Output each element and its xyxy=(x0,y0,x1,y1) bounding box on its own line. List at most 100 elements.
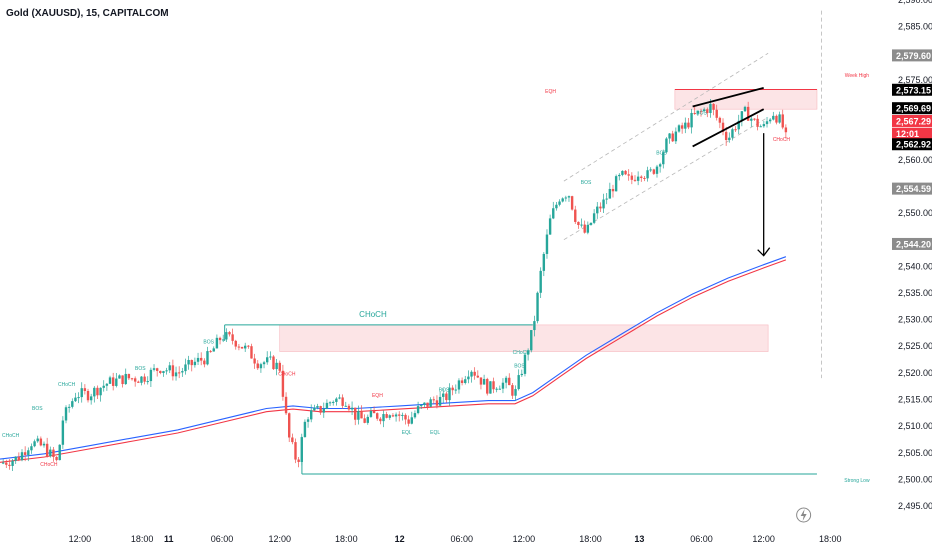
candle-body xyxy=(690,112,693,128)
candle-body xyxy=(171,365,175,377)
candle-body xyxy=(731,129,734,138)
candle-body xyxy=(256,363,259,369)
price-axis[interactable]: 2,590.002,585.002,575.002,570.002,560.00… xyxy=(898,0,932,511)
candle-body xyxy=(756,118,759,127)
candle-body xyxy=(14,456,17,461)
candle-body xyxy=(674,131,678,142)
candle-body xyxy=(460,380,464,384)
candle-body xyxy=(759,126,762,128)
candle-body xyxy=(655,166,659,174)
candle-body xyxy=(501,382,505,389)
candle-body xyxy=(545,234,549,254)
candle-body xyxy=(174,372,178,377)
candle-body xyxy=(608,188,612,199)
candle-body xyxy=(354,407,357,420)
candle-body xyxy=(281,370,285,397)
candle-body xyxy=(596,206,599,214)
week-high-label: Week High xyxy=(845,73,870,79)
candle-body xyxy=(504,377,508,383)
candle-body xyxy=(646,170,649,179)
candle-body xyxy=(696,110,700,114)
candle-body xyxy=(514,389,517,396)
candle-body xyxy=(225,332,228,340)
candle-body xyxy=(680,125,684,129)
y-tick-label: 2,495.00 xyxy=(898,501,932,511)
strong-low-label: Strong Low xyxy=(844,478,870,484)
y-tick-label: 2,515.00 xyxy=(898,394,932,404)
candle-body xyxy=(288,413,291,438)
candle-body xyxy=(350,407,354,410)
candle-body xyxy=(583,224,586,233)
candle-body xyxy=(636,176,640,181)
candle-body xyxy=(728,137,731,141)
x-tick-label: 18:00 xyxy=(819,534,842,544)
candle-body xyxy=(385,414,388,418)
candle-body xyxy=(328,402,332,404)
candle-body xyxy=(42,443,46,446)
candle-body xyxy=(489,381,492,394)
candle-body xyxy=(542,253,546,271)
price-tag: 2,562.92 xyxy=(896,140,931,150)
candle-body xyxy=(750,118,753,121)
candle-body xyxy=(775,115,778,123)
candle-body xyxy=(272,356,275,370)
x-tick-label: 12:00 xyxy=(752,534,775,544)
candle-body xyxy=(89,396,93,401)
candle-body xyxy=(407,419,410,424)
candle-body xyxy=(93,387,96,397)
candle-body xyxy=(108,377,112,384)
candle-body xyxy=(83,388,87,392)
candle-body xyxy=(291,437,294,443)
candle-body xyxy=(432,399,436,401)
candle-body xyxy=(423,402,426,405)
candle-body xyxy=(382,414,385,422)
choch-red-1: CHoCH xyxy=(278,372,296,378)
candle-body xyxy=(61,420,65,445)
eql-label: EQL xyxy=(402,430,412,436)
time-axis[interactable]: 12:00 18:00 11 06:00 12:00 18:00 12 06:00 12:00 1… xyxy=(69,507,842,544)
candle-body xyxy=(762,124,766,127)
candle-body xyxy=(335,398,338,402)
candle-body xyxy=(658,164,662,167)
candle-body xyxy=(33,441,36,447)
candle-body xyxy=(140,376,143,383)
candle-body xyxy=(482,378,486,385)
candle-body xyxy=(520,373,524,376)
projection-arrow-head xyxy=(757,247,771,257)
price-tag-bg xyxy=(892,138,932,151)
candle-body xyxy=(662,152,665,165)
candle-body xyxy=(366,416,369,423)
candle-body xyxy=(567,196,571,198)
lightning-icon[interactable] xyxy=(796,507,812,523)
y-tick-label: 2,525.00 xyxy=(898,341,932,351)
bos-label-1: BOS xyxy=(135,366,146,372)
candle-body xyxy=(294,442,297,460)
candle-body xyxy=(470,371,473,377)
candle-body xyxy=(665,138,668,153)
candle-body xyxy=(369,410,373,417)
candle-body xyxy=(476,375,480,378)
candle-body xyxy=(372,410,376,414)
candle-body xyxy=(451,387,454,391)
price-tag: 2,573.15 xyxy=(896,85,931,95)
candle-body xyxy=(552,208,555,219)
candle-body xyxy=(187,359,190,365)
candle-body xyxy=(398,414,401,416)
candle-body xyxy=(86,391,90,401)
candle-body xyxy=(718,117,722,123)
choch-green-2: CHoCH xyxy=(513,350,531,356)
candle-body xyxy=(332,401,335,403)
candle-body xyxy=(570,196,574,210)
lightning-bolt-icon xyxy=(800,509,807,521)
candle-body xyxy=(130,378,134,380)
candle-body xyxy=(734,129,737,131)
candle-body xyxy=(618,174,621,177)
moving-average-layer xyxy=(0,256,787,463)
candle-body xyxy=(555,204,558,209)
x-tick-label: 06:00 xyxy=(211,534,234,544)
price-tag: 2,579.60 xyxy=(896,51,931,61)
candle-body xyxy=(80,388,83,398)
candle-body xyxy=(325,402,329,409)
candle-body xyxy=(310,410,313,420)
